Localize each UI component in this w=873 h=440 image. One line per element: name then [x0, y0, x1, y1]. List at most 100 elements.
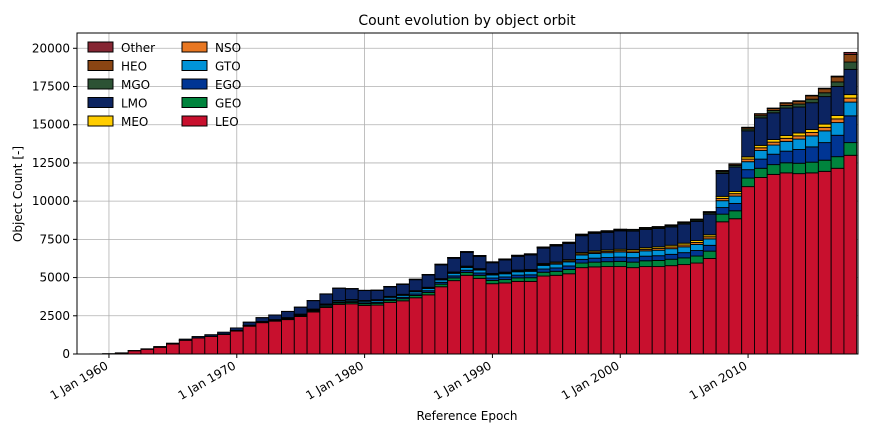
legend-swatch-gto — [182, 61, 207, 71]
bar-segment-ego — [844, 116, 857, 143]
bar-segment-leo — [729, 219, 742, 354]
bar-segment-leo — [141, 349, 154, 354]
bar-segment-leo — [512, 281, 525, 354]
bar-segment-other — [818, 88, 831, 89]
bar-segment-gto — [678, 247, 691, 253]
bar-segment-geo — [716, 214, 729, 222]
bar-segment-ego — [665, 254, 678, 259]
bar-segment-geo — [601, 262, 614, 267]
y-tick-label: 12500 — [32, 156, 70, 170]
legend-label-other: Other — [121, 41, 155, 55]
bar-segment-leo — [397, 301, 410, 354]
y-axis-label: Object Count [-] — [11, 146, 25, 242]
bar-segment-ego — [601, 258, 614, 262]
bar-segment-mgo — [818, 93, 831, 97]
bar-segment-geo — [665, 259, 678, 265]
legend-swatch-geo — [182, 98, 207, 108]
bar-segment-lmo — [307, 301, 320, 309]
bar-segment-leo — [435, 287, 448, 354]
bar-segment-lmo — [218, 332, 231, 334]
legend-label-heo: HEO — [121, 60, 147, 74]
bar-segment-ego — [793, 149, 806, 163]
bar-segment-ego — [703, 245, 716, 251]
bar-segment-lmo — [166, 343, 179, 344]
bar-segment-ego — [652, 256, 665, 261]
bar-segment-lmo — [729, 167, 742, 191]
bar-segment-geo — [742, 178, 755, 187]
bar-segment-leo — [486, 284, 499, 354]
bar-segment-other — [793, 101, 806, 102]
bar-segment-geo — [806, 162, 819, 173]
bar-segment-nso — [831, 119, 844, 123]
y-tick-label: 15000 — [32, 118, 70, 132]
bar-segment-leo — [166, 344, 179, 354]
bar-segment-lmo — [333, 288, 346, 300]
bar-segment-ego — [729, 203, 742, 210]
bar-segment-leo — [473, 278, 486, 354]
bar-segment-lmo — [665, 227, 678, 245]
bar-segment-meo — [831, 116, 844, 119]
y-tick-label: 20000 — [32, 41, 70, 55]
bar-segment-geo — [652, 260, 665, 266]
bar-segment-heo — [806, 96, 819, 99]
bar-segment-leo — [818, 171, 831, 354]
bar-segment-gto — [652, 250, 665, 256]
bar-segment-ego — [627, 258, 640, 262]
bar-segment-leo — [307, 312, 320, 354]
bar-segment-gto — [767, 145, 780, 154]
bar-segment-geo — [691, 256, 704, 263]
bar-segment-heo — [831, 77, 844, 82]
bar-segment-geo — [729, 211, 742, 219]
bar-segment-mgo — [831, 82, 844, 87]
bar-segment-ego — [563, 266, 576, 270]
bar-segment-lmo — [576, 236, 589, 253]
bar-segment-geo — [563, 269, 576, 273]
bar-segment-leo — [627, 268, 640, 354]
bar-segment-leo — [384, 302, 397, 354]
legend-label-gto: GTO — [215, 60, 241, 74]
bar-segment-gto — [601, 253, 614, 258]
bar-segment-other — [806, 95, 819, 96]
bar-segment-lmo — [243, 322, 256, 325]
x-axis-label: Reference Epoch — [417, 409, 518, 423]
bar-segment-ego — [831, 135, 844, 156]
bar-segment-leo — [806, 173, 819, 354]
bar-segment-geo — [627, 262, 640, 268]
bar-segment-geo — [678, 258, 691, 265]
bar-segment-gto — [754, 151, 767, 160]
bar-segment-leo — [269, 321, 282, 354]
bar-segment-geo — [831, 157, 844, 169]
bar-segment-nso — [780, 138, 793, 141]
bar-segment-nso — [818, 127, 831, 131]
bar-segment-geo — [537, 272, 550, 276]
bar-segment-gto — [691, 244, 704, 250]
bar-segment-leo — [460, 275, 473, 354]
bar-segment-leo — [754, 177, 767, 354]
bar-segment-mgo — [806, 99, 819, 103]
bar-segment-geo — [473, 275, 486, 278]
bar-segment-lmo — [422, 275, 435, 287]
bar-segment-ego — [767, 154, 780, 164]
bar-segment-leo — [179, 340, 192, 354]
bar-segment-leo — [716, 222, 729, 354]
bar-segment-gto — [793, 139, 806, 149]
bar-segment-lmo — [409, 280, 422, 291]
bar-segment-lmo — [269, 315, 282, 320]
bar-segment-gto — [550, 264, 563, 268]
bar-segment-lmo — [230, 328, 243, 330]
bar-segment-lmo — [691, 221, 704, 240]
bar-segment-leo — [601, 267, 614, 354]
bar-segment-geo — [576, 263, 589, 268]
bar-segment-gto — [831, 123, 844, 136]
legend-swatch-leo — [182, 116, 207, 126]
bar-segment-lmo — [473, 256, 486, 268]
bar-segment-leo — [844, 155, 857, 354]
bar-segment-lmo — [780, 108, 793, 136]
bar-segment-lmo — [499, 260, 512, 272]
bar-segment-leo — [831, 168, 844, 354]
bar-segment-gto — [537, 265, 550, 269]
bar-segment-geo — [614, 261, 627, 266]
bar-segment-geo — [844, 143, 857, 156]
